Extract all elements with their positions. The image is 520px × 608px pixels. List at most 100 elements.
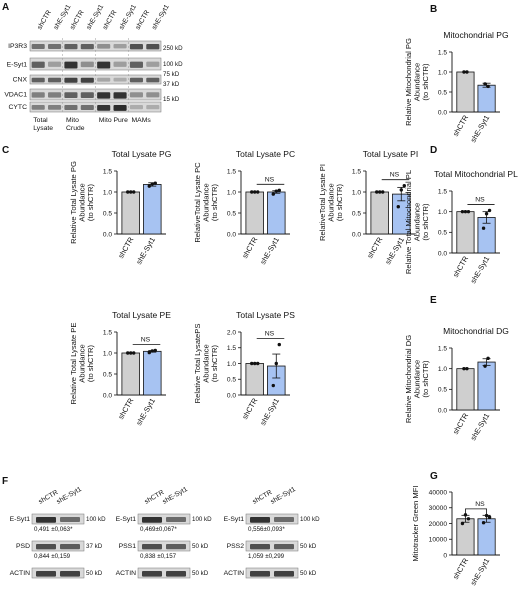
y-tick-label: 0.5 [103, 210, 112, 217]
y-tick-label: 10000 [429, 537, 448, 544]
y-tick-label: 1.0 [438, 366, 447, 373]
lane-label: shCTR [38, 489, 60, 506]
bar-shctr [245, 191, 264, 235]
y-tick-label: 1.0 [103, 189, 112, 196]
blot-band [113, 77, 127, 82]
blot-band [31, 61, 45, 68]
blot-band [80, 77, 94, 83]
y-tick-label: 1.5 [438, 49, 447, 56]
blot-row-label: E-Syt1 [224, 516, 245, 523]
y-tick-label: 1.0 [227, 189, 236, 196]
y-tick-label: 1.5 [352, 168, 361, 175]
data-point [484, 212, 489, 216]
y-axis-label: Abundance [413, 203, 422, 241]
marker-label: 50 kD [192, 543, 209, 550]
data-point [256, 190, 260, 194]
blot-band [36, 517, 56, 523]
bar-she-syt1 [143, 184, 162, 235]
blot-band [97, 77, 111, 82]
x-tick-label: shE-Syt1 [468, 114, 491, 144]
x-tick-label: shE-Syt1 [468, 412, 491, 442]
significance-bracket [465, 508, 487, 515]
blot-band [113, 105, 127, 111]
lane-label: shE-Syt1 [270, 486, 298, 506]
blot-strip [245, 567, 299, 579]
data-point [271, 192, 275, 196]
lane-label: shCTR [135, 9, 152, 31]
data-point [132, 190, 136, 194]
y-axis-label: Relative Mitochondrial PG [404, 38, 413, 126]
significance-label: NS [475, 196, 485, 203]
marker-label: 50 kD [192, 570, 209, 577]
quantification-label: 0,838 ±0,157 [140, 553, 177, 560]
chart-title: Total Mitochondrial PL [434, 169, 518, 179]
blot-row-label: ACTIN [10, 570, 30, 577]
blot-row-label: PSD [16, 543, 30, 550]
fraction-label: Total [33, 117, 48, 124]
panel-letter-c: C [2, 145, 9, 156]
y-axis-label: Relative Total Mitochondrial PL [404, 170, 413, 274]
y-axis-label: RelativeTotal Lysate PI [318, 164, 327, 241]
fraction-label: Lysate [33, 125, 53, 132]
y-tick-label: 0.5 [438, 89, 447, 96]
x-tick-label: shE-Syt1 [134, 236, 157, 266]
blot-band [36, 571, 56, 577]
blot-row-label: E-Syt1 [7, 61, 28, 68]
data-point [481, 521, 486, 525]
blot-band [250, 544, 270, 550]
blot-band [80, 105, 94, 110]
blot-band [48, 105, 62, 110]
fraction-label: Mito Pure [99, 117, 128, 124]
y-tick-label: 0.0 [227, 231, 236, 238]
chart-e: E Mitochondrial DG Relative Mitochondrial … [404, 295, 509, 442]
marker-label: 250 kD [163, 45, 183, 52]
blot-row-label: E-Syt1 [116, 516, 137, 523]
blot-band [129, 61, 143, 68]
blot-band [64, 61, 78, 69]
data-point [487, 515, 492, 519]
bar-shctr [456, 71, 475, 113]
blot-band [97, 92, 111, 99]
blot-band [113, 44, 127, 49]
blot-band [129, 44, 143, 50]
bar-shctr [121, 191, 140, 235]
y-axis-label: (to shCTR) [86, 344, 95, 382]
blot-strip [31, 567, 85, 579]
y-tick-label: 1.0 [438, 69, 447, 76]
blot-strip [137, 540, 191, 552]
blot-row-label: ACTIN [116, 570, 136, 577]
fraction-label: Mito [66, 117, 79, 124]
quantification-label: 0,844 ±0,159 [34, 553, 71, 560]
data-point [132, 351, 136, 355]
data-point [126, 190, 130, 194]
blot-band [97, 105, 111, 111]
marker-label: 100 kD [86, 516, 106, 523]
panel-letter-f: F [2, 476, 8, 487]
chart-title: Total Lysate PG [112, 149, 172, 159]
blot-strip [245, 540, 299, 552]
y-tick-label: 0.0 [438, 250, 447, 257]
blot-band [146, 44, 160, 50]
data-point [274, 189, 278, 193]
data-point [466, 517, 471, 521]
marker-label: 50 kD [300, 543, 317, 550]
y-axis-label: (to shCTR) [421, 203, 430, 241]
marker-label: 100 kD [163, 61, 183, 68]
blot-band [146, 77, 160, 83]
y-axis-label: Abundance [202, 183, 211, 221]
blot-strip [245, 513, 299, 525]
data-point [486, 356, 490, 361]
data-point [147, 350, 151, 355]
blot-band [250, 517, 270, 523]
x-tick-label: shE-Syt1 [134, 397, 157, 427]
data-point [274, 361, 278, 366]
y-tick-label: 30000 [429, 505, 448, 512]
y-tick-label: 1.0 [103, 350, 112, 357]
blot-strip [137, 567, 191, 579]
y-axis-label: Relative Total Lysate PG [69, 161, 78, 244]
data-point [483, 364, 487, 368]
blot-band [166, 571, 186, 577]
chart-c2: Total Lysate PC RelativeTotal Lysate PC Ab… [193, 149, 295, 266]
chart-title: Total Lysate PC [236, 149, 295, 159]
